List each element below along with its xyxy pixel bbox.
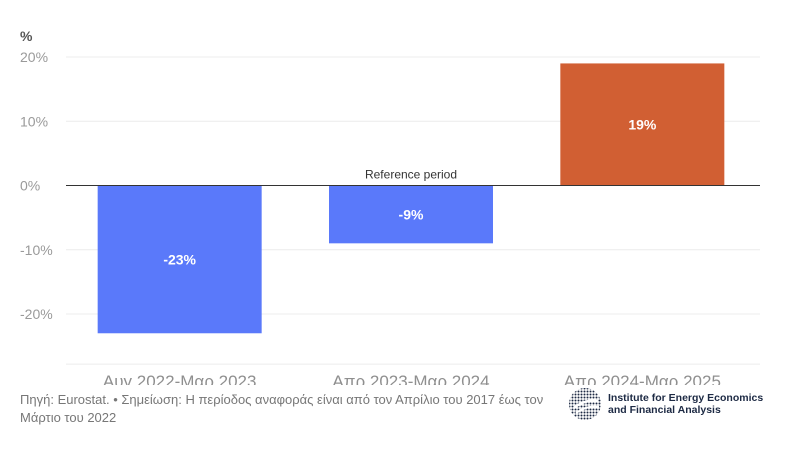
y-tick-label: 10%: [20, 113, 48, 129]
bar: [329, 185, 493, 244]
bar-data-label: -23%: [163, 251, 196, 267]
x-axis-ticks: Αυγ 2022-Μαρ 2023 Απρ 2023-Μαρ 2024 Απρ 20…: [103, 372, 721, 385]
bar: [560, 63, 725, 186]
bar-data-label: -9%: [399, 206, 424, 222]
x-tick-label: Απρ 2023-Μαρ 2024: [332, 372, 489, 385]
logo-text: Institute for Energy Economics and Finan…: [608, 392, 763, 416]
y-axis-ticks: 20% 10% 0% -10% -20%: [20, 49, 53, 322]
footer-note: Πηγή: Eurostat. • Σημείωση: Η περίοδος α…: [20, 392, 544, 425]
bar-data-label: 19%: [628, 116, 657, 132]
ieefa-logo: Institute for Energy Economics and Finan…: [568, 387, 763, 421]
unit-label: %: [20, 28, 33, 44]
y-tick-label: -10%: [20, 242, 53, 258]
logo-line-1: Institute for Energy Economics: [608, 392, 764, 404]
y-tick-label: 0%: [20, 178, 40, 194]
reference-period-annotation: Reference period: [365, 168, 457, 182]
y-tick-label: 20%: [20, 49, 48, 65]
x-tick-label: Απρ 2024-Μαρ 2025: [564, 372, 721, 385]
x-tick-label: Αυγ 2022-Μαρ 2023: [103, 372, 257, 385]
logo-line-2: and Financial Analysis: [608, 404, 721, 416]
bar: [97, 185, 262, 334]
data-labels: -23% -9% 19%: [163, 116, 657, 267]
bars: [97, 63, 725, 334]
globe-icon: [569, 388, 601, 420]
bar-chart: % 20% 10% 0% -10% -20% -23% -9% 19% Αυγ 2022-Μ…: [20, 28, 760, 385]
y-tick-label: -20%: [20, 306, 53, 322]
